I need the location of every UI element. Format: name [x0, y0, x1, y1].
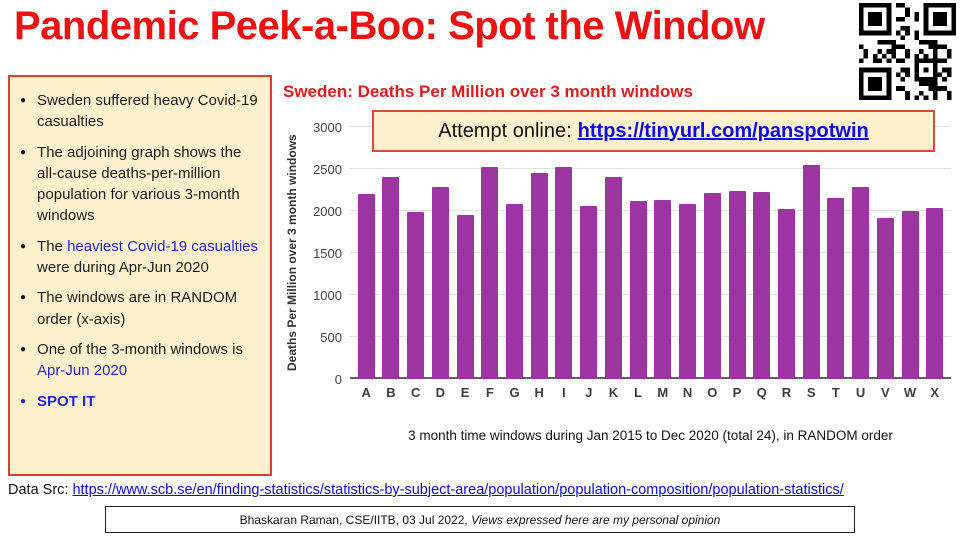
x-axis-line	[350, 377, 951, 379]
bullet-marker: ●	[20, 292, 27, 304]
bar-W	[901, 211, 919, 379]
bullet-text: The windows are in RANDOM order (x-axis)	[37, 289, 238, 328]
bullet-item: ● Sweden suffered heavy Covid-19 casualti…	[20, 90, 262, 133]
x-axis-caption: 3 month time windows during Jan 2015 to …	[408, 428, 893, 443]
y-tick-label: 2000	[313, 204, 342, 219]
x-tick-label: R	[781, 385, 792, 400]
gridline	[350, 168, 951, 169]
bar-S	[802, 164, 820, 379]
x-tick-label: N	[682, 385, 693, 400]
x-tick-label: S	[806, 385, 816, 400]
bullet-text: SPOT IT	[37, 392, 96, 410]
attempt-online-banner: Attempt online: https://tinyurl.com/pans…	[372, 110, 935, 152]
bar-R	[777, 209, 795, 379]
y-tick-label: 1000	[313, 288, 342, 303]
x-tick-label: H	[534, 385, 544, 400]
x-tick-label: U	[855, 385, 866, 400]
attempt-online-label: Attempt online:	[438, 119, 572, 142]
x-tick-label: G	[509, 385, 520, 400]
qr-code-image	[859, 3, 956, 100]
bar-Q	[753, 191, 771, 379]
bar-A	[357, 194, 375, 379]
x-tick-label: L	[634, 385, 643, 400]
y-tick-label: 1500	[313, 246, 342, 261]
data-source-label: Data Src:	[8, 482, 69, 498]
bar-P	[728, 190, 746, 379]
y-tick-label: 2500	[313, 162, 342, 177]
author-credit-box: Bhaskaran Raman, CSE/IITB, 03 Jul 2022, …	[105, 506, 855, 533]
bar-E	[456, 215, 474, 379]
bullet-text: Sweden suffered heavy Covid-19 casualtie…	[37, 92, 258, 131]
bar-U	[852, 186, 870, 379]
bar-T	[827, 198, 845, 379]
bullet-item: ● One of the 3-month windows is Apr-Jun 2…	[20, 339, 262, 382]
x-tick-label: F	[485, 385, 494, 400]
y-tick-label: 500	[320, 330, 342, 345]
page-title: Pandemic Peek-a-Boo: Spot the Window	[14, 4, 765, 48]
x-tick-label: M	[657, 385, 669, 400]
bullet-text: The heaviest Covid-19 casualties were du…	[37, 237, 258, 277]
bar-H	[530, 173, 548, 379]
bar-V	[876, 217, 894, 379]
x-tick-label: K	[608, 385, 619, 400]
gridline	[350, 336, 951, 337]
bullet-item: ● The windows are in RANDOM order (x-axis…	[20, 287, 262, 330]
bullet-list: ● Sweden suffered heavy Covid-19 casualti…	[20, 90, 262, 412]
x-tick-label: X	[930, 385, 940, 400]
bar-K	[604, 177, 622, 379]
bullet-text: The adjoining graph shows the all-cause …	[37, 143, 242, 225]
disclaimer-text: Views expressed here are my personal opi…	[471, 512, 721, 527]
bar-O	[703, 192, 721, 379]
bullet-item: ● SPOT IT	[20, 391, 262, 412]
author-credit-text: Bhaskaran Raman, CSE/IITB, 03 Jul 2022,	[239, 512, 468, 527]
data-source-link[interactable]: https://www.scb.se/en/finding-statistics…	[72, 482, 844, 498]
plot-area	[350, 126, 951, 379]
x-tick-label: W	[903, 385, 917, 400]
bullet-marker: ●	[20, 343, 27, 355]
bullet-marker: ●	[20, 240, 27, 252]
bullet-marker: ●	[20, 395, 27, 407]
data-source-line: Data Src: https://www.scb.se/en/finding-…	[8, 482, 956, 498]
gridline	[350, 294, 951, 295]
bullet-text: One of the 3-month windows is Apr-Jun 20…	[37, 340, 243, 380]
bar-N	[679, 204, 697, 379]
x-tick-label: V	[880, 385, 890, 400]
bar-C	[407, 211, 425, 379]
tinyurl-link[interactable]: https://tinyurl.com/panspotwin	[577, 119, 869, 142]
bar-I	[555, 167, 573, 379]
x-tick-label: E	[460, 385, 470, 400]
bar-L	[629, 200, 647, 379]
x-tick-label: T	[831, 385, 840, 400]
bullet-marker: ●	[20, 95, 27, 106]
bullet-marker: ●	[20, 146, 27, 158]
x-tick-label: O	[707, 385, 718, 400]
bullet-item: ● The adjoining graph shows the all-cause…	[20, 142, 262, 227]
x-tick-label: J	[585, 385, 593, 400]
x-tick-label: C	[410, 385, 421, 400]
x-tick-label: I	[562, 385, 566, 400]
bars	[350, 127, 951, 379]
x-tick-label: B	[386, 385, 396, 400]
x-tick-label: A	[361, 385, 371, 400]
bar-M	[654, 200, 672, 379]
bar-B	[382, 177, 400, 379]
y-tick-label: 0	[334, 372, 342, 387]
info-panel: ● Sweden suffered heavy Covid-19 casualti…	[8, 75, 272, 476]
chart-title: Sweden: Deaths Per Million over 3 month …	[283, 82, 693, 101]
x-tick-label: Q	[756, 385, 767, 400]
gridline	[350, 210, 951, 211]
x-tick-label: P	[732, 385, 742, 400]
y-axis-ticks: 0 500 1000 1500 2000 2500 3000	[298, 120, 342, 387]
bar-F	[481, 167, 499, 379]
bar-J	[580, 205, 598, 379]
bar-X	[926, 208, 944, 379]
gridline	[350, 252, 951, 253]
bullet-item: ● The heaviest Covid-19 casualties were d…	[20, 236, 262, 279]
bar-D	[431, 186, 449, 379]
x-tick-label: D	[435, 385, 446, 400]
bar-G	[506, 204, 524, 379]
y-tick-label: 3000	[313, 120, 342, 135]
